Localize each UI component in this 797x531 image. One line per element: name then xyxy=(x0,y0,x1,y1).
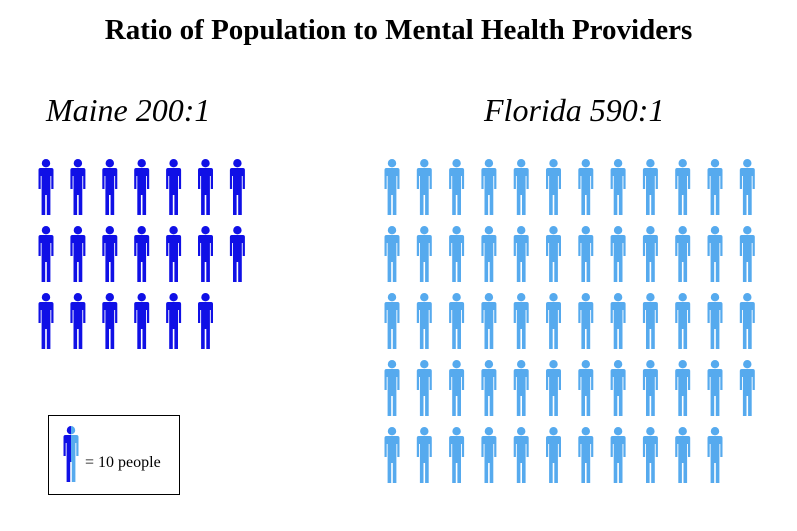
maine-label: Maine 200:1 xyxy=(46,92,211,128)
florida-person-icon xyxy=(707,360,723,416)
maine-person-icon xyxy=(70,159,86,215)
florida-person-icon xyxy=(707,159,723,215)
florida-person-icon xyxy=(416,159,432,215)
florida-person-icon xyxy=(513,226,529,282)
maine-person-icon xyxy=(229,226,245,282)
florida-person-icon xyxy=(739,293,755,349)
florida-person-icon xyxy=(481,159,497,215)
chart-title: Ratio of Population to Mental Health Pro… xyxy=(104,14,693,46)
florida-person-icon xyxy=(513,427,529,483)
florida-person-icon xyxy=(416,293,432,349)
florida-label: Florida 590:1 xyxy=(484,92,665,128)
maine-person-icon xyxy=(229,159,245,215)
florida-person-icon xyxy=(578,226,594,282)
florida-person-icon xyxy=(481,226,497,282)
florida-person-icon xyxy=(384,427,400,483)
maine-person-icon xyxy=(166,159,182,215)
florida-person-icon xyxy=(610,360,626,416)
maine-person-icon xyxy=(70,293,86,349)
florida-person-icon xyxy=(578,159,594,215)
legend-label: = 10 people xyxy=(85,454,161,471)
florida-person-icon xyxy=(513,360,529,416)
florida-person-icon xyxy=(578,360,594,416)
florida-person-icon xyxy=(675,360,691,416)
maine-person-icon xyxy=(198,159,213,215)
florida-person-icon xyxy=(675,293,691,349)
florida-person-icon xyxy=(642,427,658,483)
florida-person-icon xyxy=(513,293,529,349)
maine-person-icon xyxy=(166,293,182,349)
florida-person-icon xyxy=(610,293,626,349)
florida-person-icon xyxy=(739,360,755,416)
maine-person-icon xyxy=(38,226,54,282)
florida-person-icon xyxy=(642,293,658,349)
florida-person-icon xyxy=(481,360,497,416)
florida-person-icon xyxy=(546,427,561,483)
florida-person-icon xyxy=(610,159,626,215)
florida-person-icon xyxy=(675,159,691,215)
florida-person-icon xyxy=(610,427,626,483)
florida-person-icon xyxy=(449,360,465,416)
florida-person-icon xyxy=(546,360,561,416)
maine-person-icon xyxy=(70,226,86,282)
legend-person-left-half xyxy=(63,426,71,482)
maine-person-icon xyxy=(102,293,118,349)
florida-person-icon xyxy=(642,360,658,416)
maine-person-icon xyxy=(134,159,150,215)
florida-person-icon xyxy=(416,226,432,282)
florida-person-icon xyxy=(578,293,594,349)
florida-person-icon xyxy=(384,360,400,416)
florida-person-icon xyxy=(481,293,497,349)
florida-person-icon xyxy=(578,427,594,483)
florida-person-icon xyxy=(739,226,755,282)
florida-person-icon xyxy=(513,159,529,215)
florida-person-icon xyxy=(707,427,723,483)
florida-person-icon xyxy=(739,159,755,215)
florida-person-icon xyxy=(675,226,691,282)
florida-person-icon xyxy=(449,293,465,349)
maine-person-icon xyxy=(38,293,54,349)
florida-person-icon xyxy=(481,427,497,483)
legend: = 10 people xyxy=(48,415,180,495)
maine-person-icon xyxy=(38,159,54,215)
florida-person-icon xyxy=(610,226,626,282)
maine-person-icon xyxy=(102,159,118,215)
florida-person-icon xyxy=(707,226,723,282)
maine-person-icon xyxy=(134,293,150,349)
maine-person-icon xyxy=(198,226,213,282)
florida-person-icon xyxy=(449,159,465,215)
maine-person-icon xyxy=(134,226,150,282)
maine-person-icon xyxy=(198,293,213,349)
florida-person-icon xyxy=(546,159,561,215)
florida-person-icon xyxy=(449,427,465,483)
maine-person-icon xyxy=(102,226,118,282)
half-person-legend-icon xyxy=(63,426,79,482)
florida-person-icon xyxy=(675,427,691,483)
florida-person-icon xyxy=(384,293,400,349)
florida-person-icon xyxy=(642,226,658,282)
florida-person-icon xyxy=(546,293,561,349)
florida-person-icon xyxy=(642,159,658,215)
florida-person-icon xyxy=(707,293,723,349)
florida-person-icon xyxy=(449,226,465,282)
legend-person-right-half xyxy=(71,426,79,482)
florida-person-icon xyxy=(546,226,561,282)
florida-person-icon xyxy=(384,159,400,215)
florida-person-icon xyxy=(416,427,432,483)
maine-person-icon xyxy=(166,226,182,282)
florida-person-icon xyxy=(384,226,400,282)
florida-person-icon xyxy=(416,360,432,416)
